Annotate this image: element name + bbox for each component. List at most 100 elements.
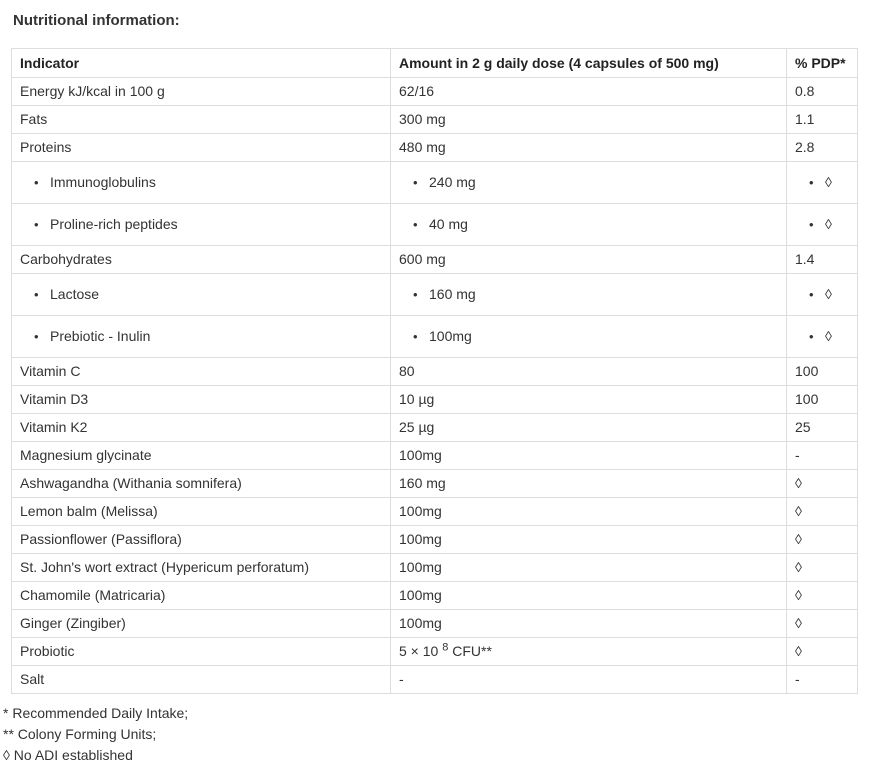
footnote-no-adi-established: ◊ No ADI established xyxy=(3,747,133,763)
bullet-icon: • xyxy=(413,217,418,232)
bullet-icon: • xyxy=(809,217,814,232)
bullet-icon: • xyxy=(34,329,39,344)
cell-pdp: - xyxy=(786,441,858,470)
cell-indicator: Magnesium glycinate xyxy=(11,441,391,470)
cell-indicator: Chamomile (Matricaria) xyxy=(11,581,391,610)
cell-pdp: ◊ xyxy=(786,581,858,610)
page: Nutritional information: Indicator Amoun… xyxy=(0,12,884,779)
cell-indicator: Passionflower (Passiflora) xyxy=(11,525,391,554)
bullet-icon: • xyxy=(34,175,39,190)
table-row: • Prebiotic - Inulin • 100mg • ◊ xyxy=(11,315,858,358)
cell-pdp: ◊ xyxy=(786,553,858,582)
cell-indicator: Vitamin C xyxy=(11,357,391,386)
cell-amount: • 100mg xyxy=(390,315,787,358)
table-body: Energy kJ/kcal in 100 g 62/16 0.8 Fats 300 m… xyxy=(11,77,858,694)
column-header-pdp: % PDP* xyxy=(786,48,858,78)
cell-pdp: - xyxy=(786,665,858,694)
nutrition-table: Indicator Amount in 2 g daily dose (4 ca… xyxy=(11,48,858,694)
table-row: Carbohydrates 600 mg 1.4 xyxy=(11,245,858,274)
cell-pdp: ◊ xyxy=(786,469,858,498)
cell-pdp: • ◊ xyxy=(786,203,858,246)
cell-indicator: Fats xyxy=(11,105,391,134)
cell-amount: 5 × 10 8 CFU** xyxy=(390,637,787,666)
bullet-icon: • xyxy=(809,175,814,190)
cell-indicator: Energy kJ/kcal in 100 g xyxy=(11,77,391,106)
column-header-indicator: Indicator xyxy=(11,48,391,78)
cell-amount: 100mg xyxy=(390,581,787,610)
table-row: Chamomile (Matricaria) 100mg ◊ xyxy=(11,581,858,610)
cell-pdp: 0.8 xyxy=(786,77,858,106)
cell-amount: 100mg xyxy=(390,525,787,554)
table-row: Ginger (Zingiber) 100mg ◊ xyxy=(11,609,858,638)
cell-pdp: 100 xyxy=(786,357,858,386)
amount-superscript: 8 xyxy=(442,641,449,654)
bullet-icon: • xyxy=(413,287,418,302)
bullet-icon: • xyxy=(413,175,418,190)
table-row: Vitamin C 80 100 xyxy=(11,357,858,386)
cell-amount: 160 mg xyxy=(390,469,787,498)
cell-indicator: • Lactose xyxy=(11,273,391,316)
table-row: Probiotic 5 × 10 8 CFU** ◊ xyxy=(11,637,858,666)
cell-indicator: Probiotic xyxy=(11,637,391,666)
cell-pdp: • ◊ xyxy=(786,161,858,204)
cell-indicator: • Proline-rich peptides xyxy=(11,203,391,246)
cell-amount: • 240 mg xyxy=(390,161,787,204)
cell-pdp: ◊ xyxy=(786,525,858,554)
bullet-icon: • xyxy=(413,329,418,344)
cell-amount: • 40 mg xyxy=(390,203,787,246)
table-row: Lemon balm (Melissa) 100mg ◊ xyxy=(11,497,858,526)
cell-indicator: Proteins xyxy=(11,133,391,162)
cell-amount: 80 xyxy=(390,357,787,386)
table-row: Ashwagandha (Withania somnifera) 160 mg ◊ xyxy=(11,469,858,498)
cell-pdp: 25 xyxy=(786,413,858,442)
cell-pdp: 2.8 xyxy=(786,133,858,162)
cell-amount: 10 µg xyxy=(390,385,787,414)
bullet-icon: • xyxy=(34,217,39,232)
table-row: Vitamin K2 25 µg 25 xyxy=(11,413,858,442)
cell-pdp: ◊ xyxy=(786,497,858,526)
bullet-icon: • xyxy=(809,287,814,302)
cell-amount: - xyxy=(390,665,787,694)
cell-indicator: • Prebiotic - Inulin xyxy=(11,315,391,358)
table-header-row: Indicator Amount in 2 g daily dose (4 ca… xyxy=(11,48,858,78)
cell-indicator: Ginger (Zingiber) xyxy=(11,609,391,638)
cell-indicator: • Immunoglobulins xyxy=(11,161,391,204)
cell-amount: • 160 mg xyxy=(390,273,787,316)
footnotes: * Recommended Daily Intake; ** Colony Fo… xyxy=(3,706,884,762)
cell-pdp: • ◊ xyxy=(786,315,858,358)
cell-amount: 100mg xyxy=(390,497,787,526)
table-row: Energy kJ/kcal in 100 g 62/16 0.8 xyxy=(11,77,858,106)
cell-indicator: Ashwagandha (Withania somnifera) xyxy=(11,469,391,498)
table-row: St. John's wort extract (Hypericum perfo… xyxy=(11,553,858,582)
cell-pdp: ◊ xyxy=(786,609,858,638)
cell-amount: 100mg xyxy=(390,441,787,470)
table-row: Fats 300 mg 1.1 xyxy=(11,105,858,134)
cell-pdp: • ◊ xyxy=(786,273,858,316)
cell-pdp: 1.1 xyxy=(786,105,858,134)
cell-amount: 300 mg xyxy=(390,105,787,134)
cell-amount: 480 mg xyxy=(390,133,787,162)
table-row: • Immunoglobulins • 240 mg • ◊ xyxy=(11,161,858,204)
cell-indicator: Carbohydrates xyxy=(11,245,391,274)
table-row: Proteins 480 mg 2.8 xyxy=(11,133,858,162)
cell-pdp: 1.4 xyxy=(786,245,858,274)
page-title: Nutritional information: xyxy=(13,12,180,29)
cell-indicator: Vitamin K2 xyxy=(11,413,391,442)
bullet-icon: • xyxy=(809,329,814,344)
cell-indicator: Lemon balm (Melissa) xyxy=(11,497,391,526)
table-row: Magnesium glycinate 100mg - xyxy=(11,441,858,470)
cell-indicator: Vitamin D3 xyxy=(11,385,391,414)
table-row: Passionflower (Passiflora) 100mg ◊ xyxy=(11,525,858,554)
cell-amount: 600 mg xyxy=(390,245,787,274)
cell-amount: 100mg xyxy=(390,609,787,638)
cell-pdp: ◊ xyxy=(786,637,858,666)
cell-pdp: 100 xyxy=(786,385,858,414)
table-row: Salt - - xyxy=(11,665,858,694)
bullet-icon: • xyxy=(34,287,39,302)
cell-amount: 25 µg xyxy=(390,413,787,442)
footnote-colony-forming-units: ** Colony Forming Units; xyxy=(3,726,157,742)
cell-indicator: St. John's wort extract (Hypericum perfo… xyxy=(11,553,391,582)
column-header-amount: Amount in 2 g daily dose (4 capsules of … xyxy=(390,48,787,78)
table-row: • Lactose • 160 mg • ◊ xyxy=(11,273,858,316)
cell-indicator: Salt xyxy=(11,665,391,694)
